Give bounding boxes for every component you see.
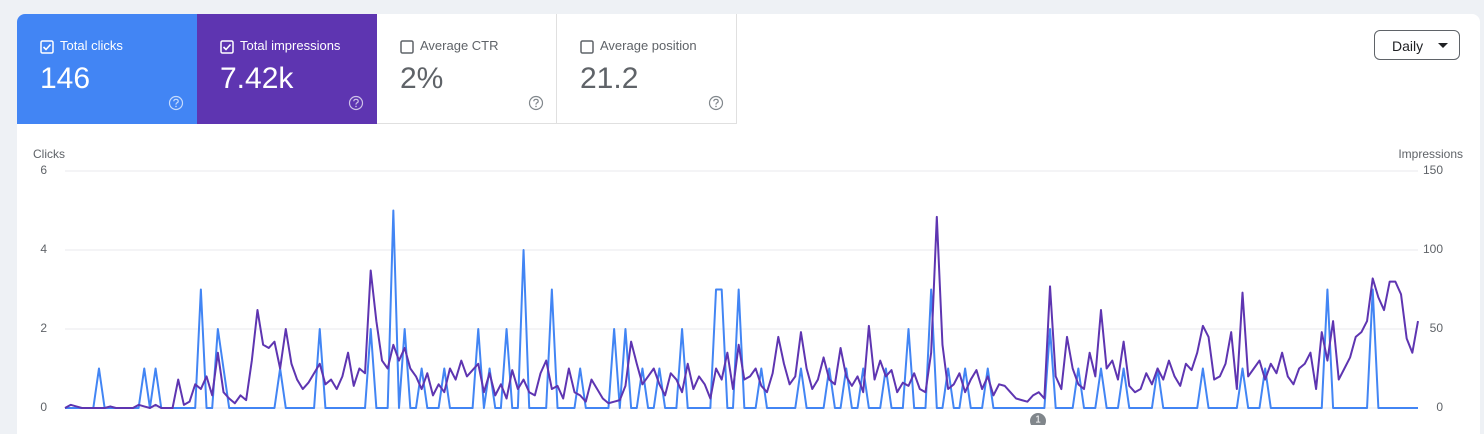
help-icon[interactable]: [348, 95, 364, 111]
help-dot: [175, 105, 177, 108]
chart: Clicks Impressions 0 2 4 6 0 50 100 150 1: [33, 147, 1463, 425]
help-glyph: [173, 98, 179, 105]
y-axis-label: Clicks: [33, 147, 65, 161]
annotation-label: 1: [1035, 415, 1041, 425]
help-dot: [355, 105, 357, 108]
annotation-marker: [1030, 413, 1046, 425]
checkbox[interactable]: [400, 40, 414, 54]
y-tick-label: 6: [40, 163, 47, 177]
y-tick-label: 0: [40, 400, 47, 414]
metric-card[interactable]: Total impressions 7.42k: [197, 14, 377, 124]
series-line: [64, 215, 1419, 409]
metric-value: 7.42k: [220, 62, 294, 95]
help-circle: [708, 95, 724, 111]
performance-panel: Clicks Impressions 0 2 4 6 0 50 100 150 1 Total …: [17, 14, 1480, 434]
period-dropdown[interactable]: Daily: [1374, 30, 1460, 60]
help-icon[interactable]: [168, 95, 184, 111]
y2-tick-label: 0: [1436, 400, 1443, 414]
metric-label: Total clicks: [60, 38, 123, 53]
y-tick-label: 4: [40, 242, 47, 256]
y2-tick-label: 50: [1430, 321, 1444, 335]
help-glyph: [713, 98, 719, 105]
dropdown-caret: [1438, 43, 1448, 48]
metric-value: 21.2: [580, 62, 639, 95]
y2-tick-label: 150: [1423, 163, 1443, 177]
metric-value: 2%: [400, 62, 444, 95]
help-dot: [535, 105, 537, 108]
page: Clicks Impressions 0 2 4 6 0 50 100 150 1 Total …: [17, 14, 1480, 434]
metric-card[interactable]: Total clicks 146: [17, 14, 197, 124]
checkbox-tick: [222, 43, 232, 51]
help-icon[interactable]: [708, 95, 724, 111]
y2-tick-label: 100: [1423, 242, 1443, 256]
metric-label: Average position: [600, 38, 697, 53]
help-dot: [715, 105, 717, 108]
metric-label: Total impressions: [240, 38, 341, 53]
help-glyph: [353, 98, 359, 105]
y2-axis-label: Impressions: [1398, 147, 1463, 161]
help-icon[interactable]: [528, 95, 544, 111]
checkbox-tick: [42, 43, 52, 51]
metric-value: 146: [40, 62, 91, 95]
y-tick-label: 2: [40, 321, 47, 335]
help-circle: [168, 95, 184, 111]
metric-card[interactable]: Average CTR 2%: [377, 14, 557, 124]
help-glyph: [533, 98, 539, 105]
checkbox[interactable]: [220, 40, 234, 54]
checkbox[interactable]: [40, 40, 54, 54]
metric-label: Average CTR: [420, 38, 499, 53]
metric-card[interactable]: Average position 21.2: [557, 14, 737, 124]
help-circle: [528, 95, 544, 111]
help-circle: [348, 95, 364, 111]
series-line: [65, 209, 1418, 409]
checkbox-box: [400, 40, 414, 54]
checkbox[interactable]: [580, 40, 594, 54]
checkbox-box: [40, 40, 54, 54]
period-label: Daily: [1392, 38, 1424, 54]
checkbox-box: [580, 40, 594, 54]
checkbox-box: [220, 40, 234, 54]
